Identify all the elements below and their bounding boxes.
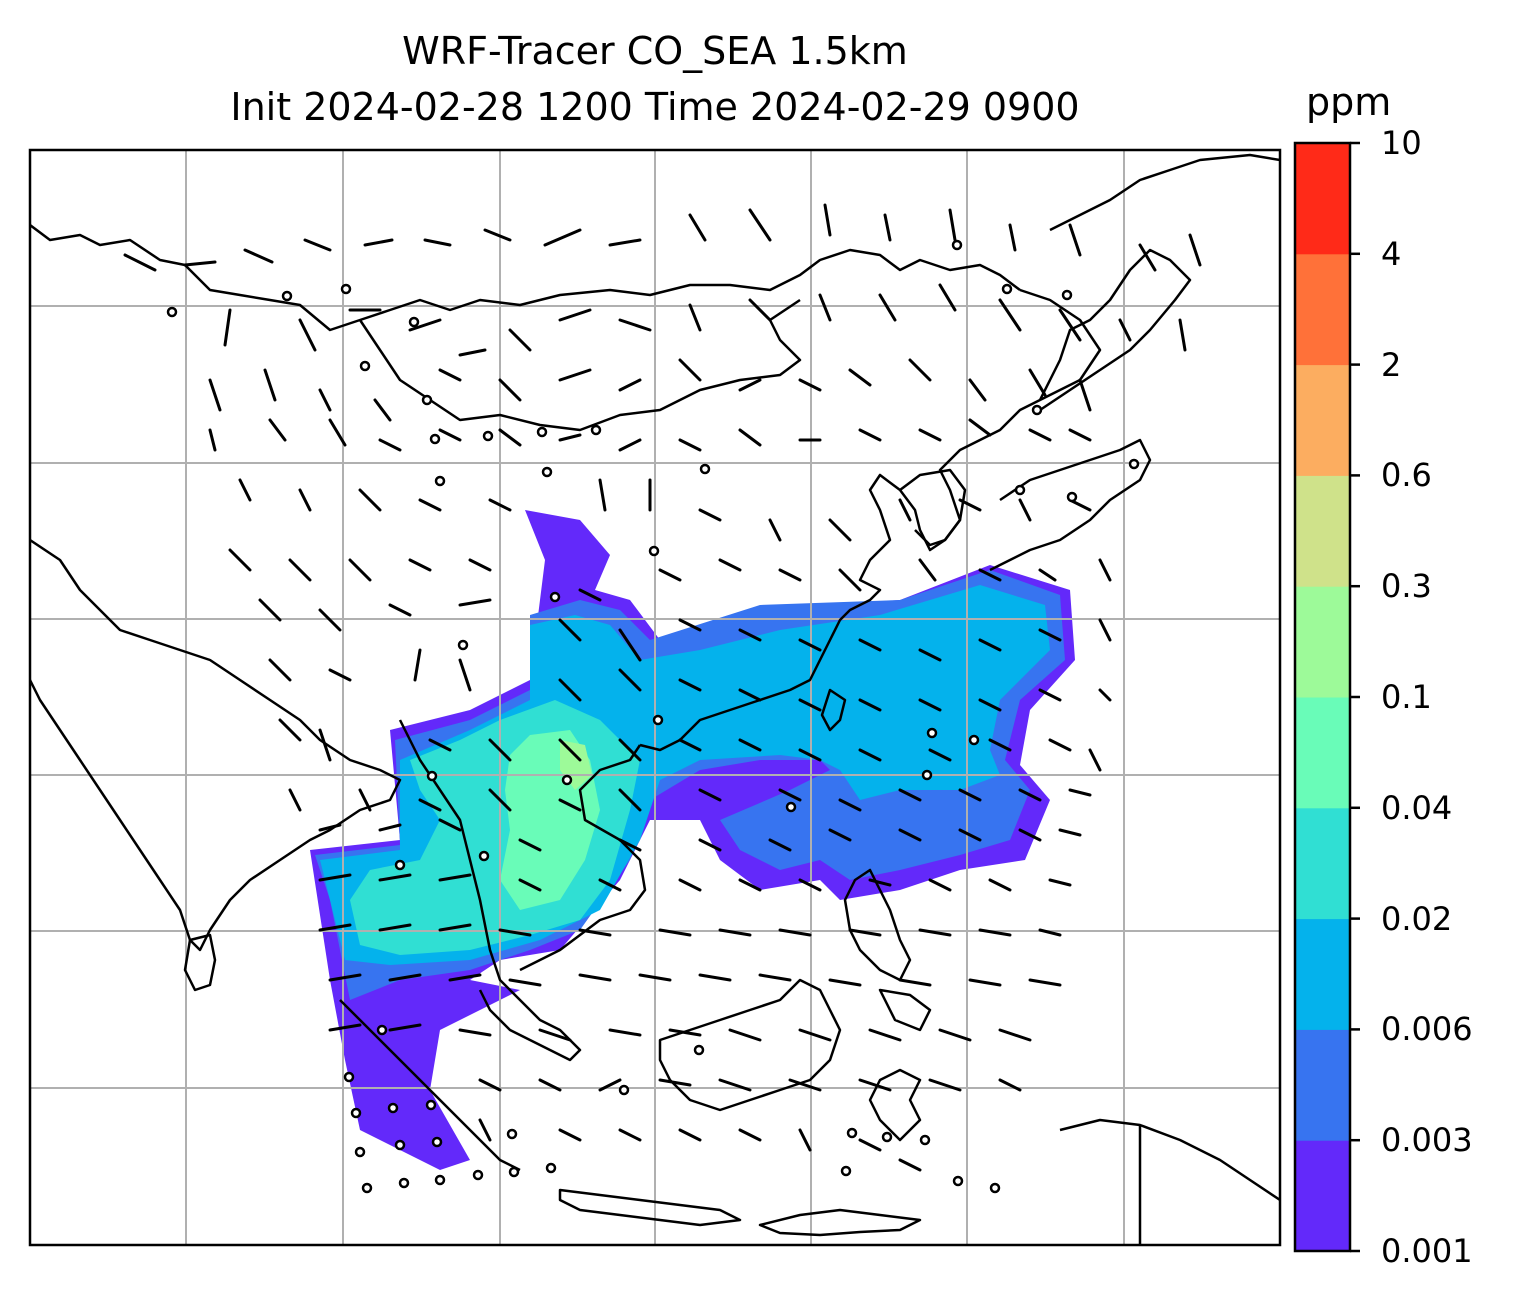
colorbar — [1293, 141, 1360, 1253]
colorbar-segment — [1295, 253, 1350, 366]
colorbar-segment — [1295, 1029, 1350, 1141]
coast-new-guinea — [1059, 1118, 1280, 1202]
coast-japan — [989, 248, 1192, 572]
coast-mongolia-border — [358, 298, 802, 432]
coast-china-east — [639, 288, 1102, 752]
coast-borneo — [658, 978, 842, 1112]
coastlines — [30, 153, 1280, 1245]
coast-philippines — [843, 868, 932, 1032]
colorbar-tick-label: 0.3 — [1381, 567, 1432, 606]
map-title-line2: Init 2024-02-28 1200 Time 2024-02-29 090… — [230, 85, 1080, 129]
coast-sri-lanka — [183, 933, 217, 992]
coast-java — [558, 1188, 742, 1227]
colorbar-tick-label: 0.6 — [1381, 456, 1432, 495]
colorbar-tick-label: 2 — [1381, 345, 1402, 384]
map-title-line1: WRF-Tracer CO_SEA 1.5km — [402, 29, 908, 73]
coast-korea — [899, 468, 967, 547]
colorbar-unit-label: ppm — [1306, 80, 1392, 124]
colorbar-tick-label: 10 — [1381, 124, 1422, 162]
coast-indochina — [398, 719, 647, 1062]
colorbar-tick-label: 0.006 — [1381, 1010, 1473, 1049]
coast-sulawesi — [868, 1068, 922, 1142]
colorbar-segment — [1295, 143, 1350, 255]
coast-timor — [758, 1208, 922, 1237]
map-gridlines — [30, 150, 1280, 1245]
co-tracer-fill — [310, 510, 1075, 1170]
colorbar-tick-label: 0.02 — [1381, 899, 1453, 938]
calm-wind-circles — [166, 239, 1140, 1194]
wind-barbs — [123, 203, 1202, 1172]
colorbar-tick-label: 0.1 — [1381, 678, 1432, 716]
coast-north-border — [30, 224, 1021, 332]
colorbar-segment — [1295, 475, 1350, 587]
coast-taiwan — [820, 688, 847, 732]
colorbar-segment — [1295, 807, 1350, 920]
colorbar-tick-label: 4 — [1381, 234, 1402, 273]
map-frame — [28, 148, 1282, 1247]
colorbar-segment — [1295, 1140, 1350, 1252]
coast-sakhalin — [1049, 153, 1280, 232]
colorbar-segment — [1295, 586, 1350, 698]
coast-india — [30, 538, 402, 952]
colorbar-segment — [1295, 364, 1350, 476]
coast-sumatra — [339, 999, 521, 1172]
colorbar-segment — [1295, 697, 1350, 809]
colorbar-tick-label: 0.04 — [1381, 788, 1453, 827]
colorbar-segment — [1295, 918, 1350, 1030]
colorbar-tick-label: 0.003 — [1381, 1121, 1473, 1160]
colorbar-tick-label: 0.001 — [1381, 1232, 1473, 1270]
